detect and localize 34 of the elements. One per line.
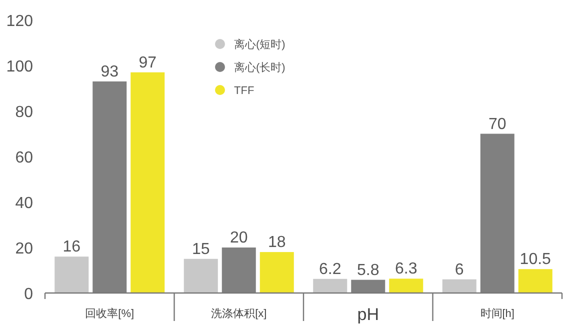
data-label: 97 — [138, 54, 157, 72]
legend-label: TFF — [234, 85, 254, 97]
data-label: 10.5 — [520, 251, 552, 268]
bar — [389, 278, 424, 293]
bar — [54, 256, 89, 293]
bar — [260, 252, 294, 293]
bar — [313, 278, 348, 293]
data-label: 20 — [230, 230, 248, 246]
bar — [518, 269, 552, 293]
bar — [442, 279, 476, 293]
data-label: 16 — [62, 238, 81, 256]
data-label: 6 — [454, 261, 464, 278]
data-label: 93 — [100, 63, 119, 80]
y-tick-label: 20 — [15, 240, 34, 258]
x-tick-label: 洗涤体积[x] — [211, 307, 267, 320]
data-label: 15 — [192, 240, 210, 258]
data-label: 6.3 — [395, 260, 418, 278]
legend-label: 离心(短时) — [234, 38, 286, 51]
legend-label: 离心(长时) — [234, 61, 286, 74]
y-tick-label: 40 — [15, 195, 34, 212]
y-tick-label: 0 — [24, 286, 34, 303]
x-tick-label: pH — [357, 305, 379, 324]
data-label: 6.2 — [319, 260, 342, 278]
y-tick-label: 60 — [15, 150, 34, 166]
bar — [130, 72, 165, 293]
y-tick-label: 100 — [6, 58, 34, 76]
y-tick-label: 80 — [15, 104, 34, 121]
data-label: 18 — [268, 234, 286, 252]
data-label: 5.8 — [357, 262, 380, 279]
x-tick-label: 回收率[%] — [85, 307, 134, 320]
x-tick-label: 时间[h] — [480, 307, 514, 320]
bar — [184, 258, 218, 293]
data-label: 70 — [488, 116, 506, 133]
y-tick-label: 120 — [6, 13, 34, 30]
